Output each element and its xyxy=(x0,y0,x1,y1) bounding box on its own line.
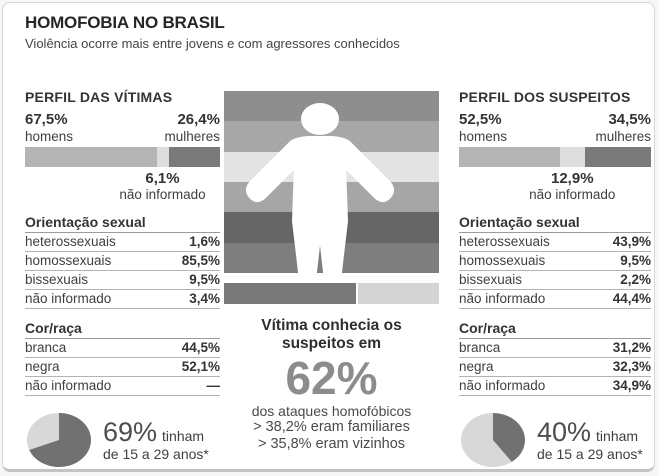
victims-gender-bar xyxy=(25,146,220,167)
lead-line: suspeitos em xyxy=(281,334,382,352)
suspects-men-label: 52,5% homens xyxy=(459,111,508,144)
center-text: Vítima conhecia os suspeitos em 62% dos … xyxy=(224,317,439,454)
table-row: bissexuais 9,5% xyxy=(25,271,220,290)
suspects-unknown-label: 12,9% não informado xyxy=(529,169,616,203)
table-row: homossexuais 85,5% xyxy=(25,252,220,271)
suspects-race-heading: Cor/raça xyxy=(459,320,651,339)
suspects-women-label: 34,5% mulheres xyxy=(595,111,651,144)
victims-age-stat: 69% tinham de 15 a 29 anos* xyxy=(25,411,220,469)
victims-bar-men-segment xyxy=(25,146,157,167)
victims-unknown-label: 6,1% não informado xyxy=(119,169,206,203)
victims-men-label: 67,5% homens xyxy=(25,111,74,144)
pie-slice xyxy=(29,412,92,467)
infographic-card: HOMOFOBIA NO BRASIL Violência ocorre mai… xyxy=(2,2,655,472)
table-row: heterossexuais 1,6% xyxy=(25,233,220,252)
header: HOMOFOBIA NO BRASIL Violência ocorre mai… xyxy=(25,13,400,51)
victims-panel: PERFIL DAS VÍTIMAS 67,5% homens 26,4% mu… xyxy=(25,89,220,469)
suspects-race-table: Cor/raça branca 31,2% negra 32,3% não in… xyxy=(459,320,651,396)
pie-slice xyxy=(493,412,525,462)
suspects-gender-labels: 52,5% homens 34,5% mulheres xyxy=(459,111,651,144)
suspects-orientation-table: Orientação sexual heterossexuais 43,9% h… xyxy=(459,214,651,309)
victims-age-text: 69% tinham de 15 a 29 anos* xyxy=(103,417,209,462)
suspects-bar-men-segment xyxy=(459,146,560,167)
table-row: heterossexuais 43,9% xyxy=(459,233,651,252)
big-percentage-caption: dos ataques homofóbicos xyxy=(251,402,412,419)
victims-heading: PERFIL DAS VÍTIMAS xyxy=(25,89,173,105)
victims-age-pie-chart xyxy=(27,412,92,467)
unknown-segment xyxy=(358,283,439,304)
victims-bar-women-segment xyxy=(168,146,220,167)
bullet-line: > 35,8% eram vizinhos xyxy=(257,436,406,453)
page-subtitle: Violência ocorre mais entre jovens e com… xyxy=(25,36,400,51)
table-row: não informado 34,9% xyxy=(459,377,651,396)
table-row: não informado 44,4% xyxy=(459,290,651,309)
bullet-line: > 38,2% eram familiares xyxy=(253,418,410,435)
known-segment xyxy=(224,283,357,304)
victims-orientation-table: Orientação sexual heterossexuais 1,6% ho… xyxy=(25,214,220,309)
suspects-heading: PERFIL DOS SUSPEITOS xyxy=(459,89,631,105)
table-row: branca 31,2% xyxy=(459,339,651,358)
suspects-age-stat: 40% tinham de 15 a 29 anos* xyxy=(459,411,651,469)
table-row: bissexuais 2,2% xyxy=(459,271,651,290)
victims-women-label: 26,4% mulheres xyxy=(164,111,220,144)
suspects-age-text: 40% tinham de 15 a 29 anos* xyxy=(537,417,643,462)
victims-race-heading: Cor/raça xyxy=(25,320,220,339)
table-row: negra 52,1% xyxy=(25,358,220,377)
table-row: não informado 3,4% xyxy=(25,290,220,309)
lead-line: Vítima conhecia os xyxy=(261,317,402,334)
table-row: homossexuais 9,5% xyxy=(459,252,651,271)
suspects-orientation-heading: Orientação sexual xyxy=(459,214,651,233)
suspects-gender-bar xyxy=(459,146,651,167)
victims-bar-unknown-segment xyxy=(156,146,169,167)
center-panel: Vítima conhecia os suspeitos em 62% dos … xyxy=(224,91,439,454)
table-row: negra 32,3% xyxy=(459,358,651,377)
table-row: não informado — xyxy=(25,377,220,396)
suspects-bar-unknown-segment xyxy=(559,146,585,167)
big-percentage: 62% xyxy=(285,351,378,404)
table-row: branca 44,5% xyxy=(25,339,220,358)
known-suspects-bar xyxy=(224,283,439,304)
page-title: HOMOFOBIA NO BRASIL xyxy=(25,13,225,32)
victims-race-table: Cor/raça branca 44,5% negra 52,1% não in… xyxy=(25,320,220,396)
rainbow-flag-figure xyxy=(224,91,439,273)
person-icon xyxy=(246,103,394,273)
victims-orientation-heading: Orientação sexual xyxy=(25,214,220,233)
suspects-bar-women-segment xyxy=(584,146,651,167)
victims-gender-labels: 67,5% homens 26,4% mulheres xyxy=(25,111,220,144)
suspects-age-pie-chart xyxy=(461,412,525,467)
suspects-panel: PERFIL DOS SUSPEITOS 52,5% homens 34,5% … xyxy=(459,89,651,469)
